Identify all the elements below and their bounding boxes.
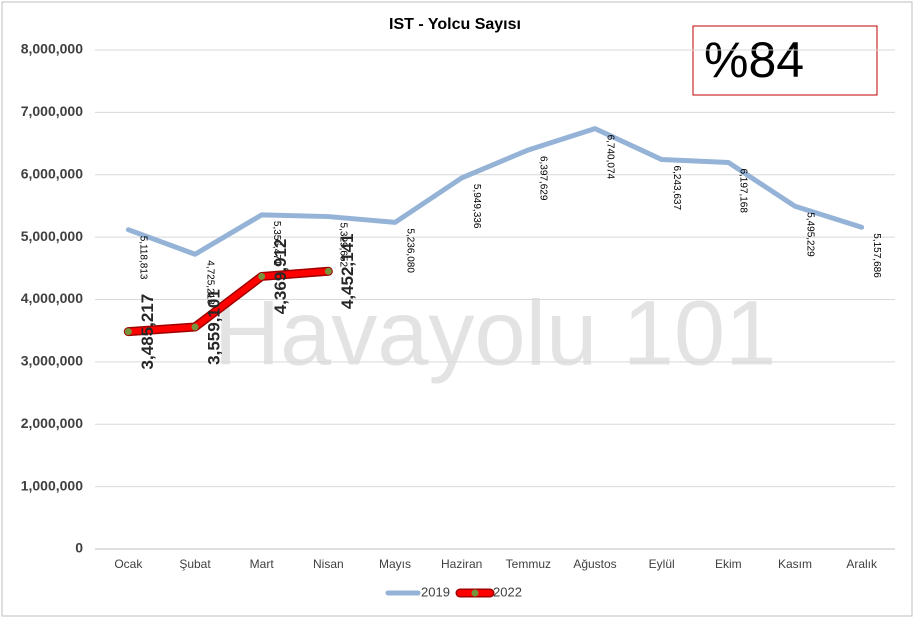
data-label: 4,725,218 <box>204 260 215 305</box>
marker <box>258 272 266 280</box>
x-tick-label: Ocak <box>114 557 143 571</box>
y-tick-label: 3,000,000 <box>21 353 83 369</box>
annotation-box <box>692 25 878 96</box>
x-tick-label: Nisan <box>313 557 344 571</box>
data-label: 3,485,217 <box>138 294 157 370</box>
x-tick-label: Mart <box>250 557 275 571</box>
x-tick-label: Eylül <box>649 557 675 571</box>
chart-title: IST - Yolcu Sayısı <box>389 16 521 33</box>
series-line <box>125 126 865 257</box>
data-label: 5,118,813 <box>138 236 149 280</box>
x-tick-label: Haziran <box>441 557 482 571</box>
x-tick-label: Ağustos <box>573 557 616 571</box>
x-tick-label: Şubat <box>179 557 211 571</box>
legend-label: 2019 <box>421 584 450 599</box>
data-label: 4,452,141 <box>338 233 357 309</box>
data-label: 5,329,652 <box>338 223 349 268</box>
series-line <box>125 268 332 335</box>
marker <box>324 267 332 275</box>
legend-label: 2022 <box>493 584 522 599</box>
data-label: 6,197,168 <box>738 168 749 213</box>
data-label: 4,369,912 <box>271 239 290 315</box>
y-tick-label: 2,000,000 <box>21 415 83 431</box>
data-label: 3,559,101 <box>204 289 223 365</box>
x-tick-label: Temmuz <box>506 557 551 571</box>
data-label: 6,243,637 <box>671 166 682 211</box>
y-tick-label: 5,000,000 <box>21 228 83 244</box>
marker <box>191 323 199 331</box>
y-tick-label: 1,000,000 <box>21 477 83 493</box>
y-tick-label: 8,000,000 <box>21 41 83 57</box>
x-tick-label: Kasım <box>778 557 812 571</box>
data-label: 6,740,074 <box>604 135 615 180</box>
y-tick-label: 0 <box>75 540 83 556</box>
watermark: Havayolu 101 <box>214 282 777 384</box>
y-tick-label: 7,000,000 <box>21 103 83 119</box>
y-tick-label: 4,000,000 <box>21 290 83 306</box>
y-tick-label: 6,000,000 <box>21 165 83 181</box>
legend-marker <box>471 589 479 597</box>
marker <box>124 328 132 336</box>
data-label: 5,356,471 <box>271 221 282 266</box>
data-label: 5,236,080 <box>404 228 415 273</box>
data-label: 5,157,686 <box>871 233 882 278</box>
annotation: %84 <box>704 32 804 88</box>
data-label: 5,495,229 <box>804 212 815 257</box>
x-tick-label: Aralık <box>846 557 878 571</box>
data-label: 6,397,629 <box>538 156 549 201</box>
data-label: 5,949,336 <box>471 184 482 229</box>
x-tick-label: Ekim <box>715 557 742 571</box>
x-tick-label: Mayıs <box>379 557 411 571</box>
